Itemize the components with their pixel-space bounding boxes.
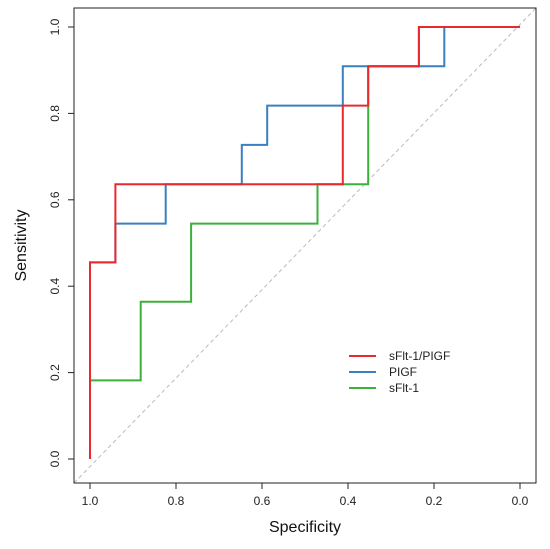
x-tick-label: 0.0 <box>512 494 529 508</box>
series-lines <box>89 26 520 459</box>
axes: 1.0 0.8 0.6 0.4 0.2 0.0 0.0 0.2 0.4 0.6 0.8 1.0 <box>48 7 537 508</box>
x-tick-label: 1.0 <box>82 494 99 508</box>
x-axis-title: Specificity <box>269 519 341 536</box>
legend-label: PIGF <box>389 365 417 379</box>
legend-label: sFlt-1/PIGF <box>389 349 450 363</box>
series-line-sflt-1-pigf <box>89 26 520 459</box>
x-tick-label: 0.6 <box>254 494 271 508</box>
x-tick-label: 0.2 <box>426 494 443 508</box>
y-tick-label: 0.8 <box>48 105 62 122</box>
plot-area <box>73 7 537 484</box>
y-tick-label: 1.0 <box>48 18 62 35</box>
y-tick-label: 0.4 <box>48 278 62 295</box>
reference-diagonal-line <box>73 7 537 484</box>
series-line-pigf <box>89 26 520 459</box>
legend: sFlt-1/PIGF PIGF sFlt-1 <box>349 349 450 395</box>
plot-frame <box>73 7 537 484</box>
series-line-sflt-1 <box>89 26 520 459</box>
y-tick-label: 0.0 <box>48 450 62 467</box>
y-tick-label: 0.2 <box>48 364 62 381</box>
legend-label: sFlt-1 <box>389 381 419 395</box>
y-tick-label: 0.6 <box>48 191 62 208</box>
y-axis-title: Sensitivity <box>13 209 30 281</box>
x-tick-label: 0.4 <box>340 494 357 508</box>
x-tick-label: 0.8 <box>168 494 185 508</box>
